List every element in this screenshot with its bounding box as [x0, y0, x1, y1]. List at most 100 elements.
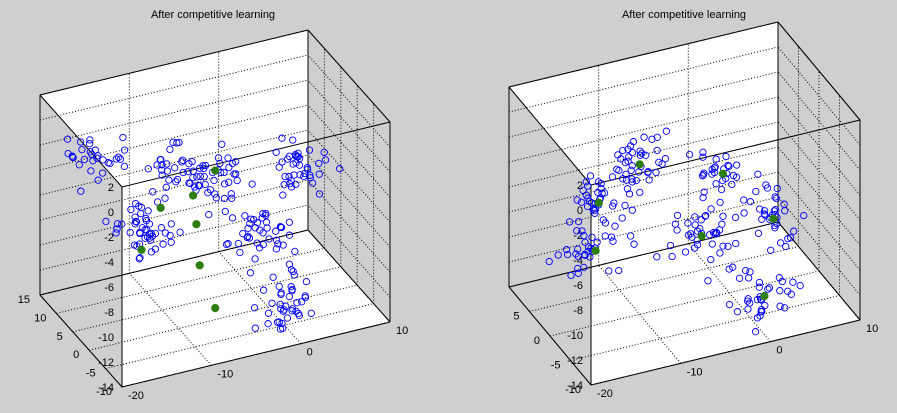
- data-point: [201, 161, 210, 170]
- data-point: [285, 152, 293, 160]
- grid-line: [777, 71, 861, 171]
- grid-line: [39, 79, 309, 146]
- data-point: [277, 289, 285, 297]
- z-tick-label: -6: [573, 280, 583, 292]
- data-point: [211, 190, 219, 198]
- data-point: [719, 242, 727, 250]
- data-point: [605, 267, 613, 275]
- cluster-center: [697, 232, 706, 241]
- data-point: [289, 136, 297, 144]
- data-point: [250, 304, 259, 312]
- cluster-center: [189, 191, 198, 200]
- grid-line: [39, 54, 309, 121]
- data-point: [784, 235, 792, 243]
- data-point: [593, 238, 601, 246]
- data-point: [725, 300, 734, 309]
- data-point: [760, 207, 769, 215]
- data-point: [733, 308, 742, 316]
- data-point: [141, 226, 149, 234]
- data-point: [132, 217, 140, 226]
- data-point: [625, 190, 634, 198]
- data-point: [275, 282, 283, 291]
- axis-box-edge: [508, 86, 592, 186]
- data-point: [184, 168, 192, 176]
- y-tick-label: -10: [96, 386, 112, 398]
- data-point: [287, 183, 296, 191]
- grid-line: [56, 247, 325, 314]
- data-point: [696, 224, 704, 233]
- data-point: [272, 227, 280, 235]
- data-point: [600, 189, 609, 197]
- z-tick-label: -10: [567, 330, 583, 342]
- data-point: [705, 231, 714, 239]
- data-point: [693, 227, 702, 235]
- data-point: [305, 146, 314, 154]
- data-point: [205, 210, 213, 219]
- data-point: [303, 164, 311, 172]
- data-point: [298, 298, 306, 306]
- data-point: [281, 172, 289, 181]
- data-point: [272, 236, 281, 244]
- data-point: [158, 171, 166, 179]
- chart-title: After competitive learning: [622, 9, 746, 21]
- data-point: [781, 207, 789, 215]
- data-point: [169, 138, 177, 146]
- data-point: [87, 167, 95, 175]
- data-point: [760, 210, 769, 218]
- data-point: [176, 228, 184, 236]
- data-point: [321, 156, 330, 164]
- data-point: [156, 156, 164, 164]
- data-point: [710, 164, 719, 172]
- data-point: [709, 228, 718, 237]
- z-tick-label: 0: [577, 205, 583, 217]
- data-point: [285, 292, 294, 301]
- data-point: [142, 214, 150, 223]
- data-point: [224, 240, 232, 248]
- data-point: [601, 219, 610, 227]
- grid-line: [777, 96, 861, 196]
- data-point: [636, 188, 644, 197]
- data-point: [614, 151, 622, 159]
- grid-line: [508, 71, 779, 138]
- cluster-center: [137, 245, 146, 254]
- grid-line: [128, 273, 212, 366]
- axis-box-edge: [39, 229, 309, 296]
- grid-line: [549, 270, 820, 337]
- x-tick-label: -10: [687, 366, 703, 378]
- data-point: [622, 176, 631, 184]
- data-point: [636, 147, 644, 155]
- data-point: [691, 213, 699, 221]
- data-point: [725, 265, 733, 273]
- data-point: [173, 175, 182, 184]
- grid-line: [39, 154, 309, 221]
- data-point: [697, 216, 705, 224]
- data-point: [119, 133, 127, 142]
- data-point: [740, 196, 748, 204]
- data-point: [746, 198, 755, 206]
- grid-line: [508, 96, 779, 163]
- data-point: [642, 151, 650, 159]
- data-point: [776, 239, 785, 247]
- data-point: [652, 168, 660, 177]
- data-point: [565, 218, 574, 226]
- data-point: [628, 206, 636, 214]
- data-point: [583, 202, 592, 211]
- data-point: [112, 229, 120, 237]
- grid-line: [307, 204, 391, 298]
- z-tick-label: -10: [98, 332, 114, 344]
- data-point: [199, 162, 207, 170]
- data-point: [251, 255, 259, 263]
- data-point: [225, 163, 233, 172]
- data-point: [69, 153, 77, 161]
- grid-line: [529, 246, 799, 312]
- data-point: [145, 234, 154, 242]
- data-point: [693, 241, 702, 249]
- data-point: [144, 165, 152, 173]
- data-point: [752, 187, 760, 196]
- data-point: [784, 287, 792, 295]
- axis-box-edge: [508, 21, 779, 88]
- data-point: [236, 248, 244, 257]
- data-point: [751, 328, 760, 336]
- data-point: [728, 180, 736, 189]
- grid-line: [777, 121, 861, 221]
